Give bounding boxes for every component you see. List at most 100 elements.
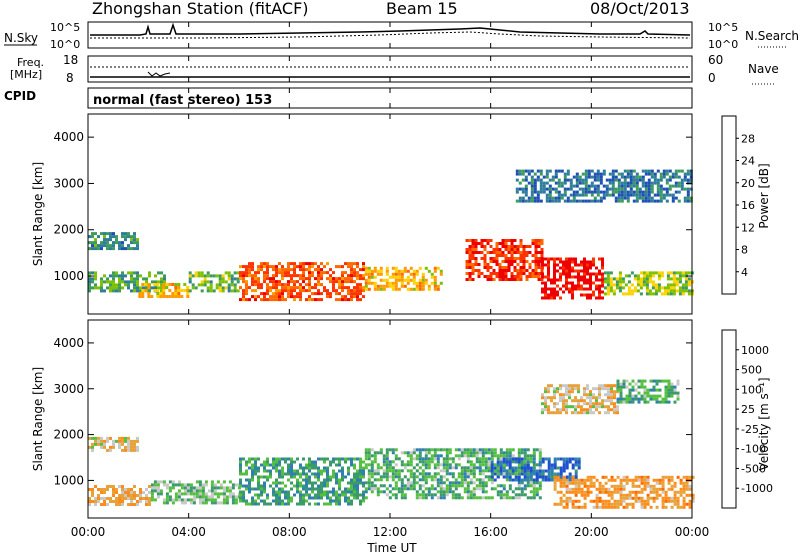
power-cell [596,193,600,197]
velocity-cell [565,481,569,485]
power-cell [468,257,472,260]
velocity-cell [466,454,470,458]
velocity-cell [568,457,572,461]
velocity-cell [317,484,320,488]
velocity-cell [448,481,452,485]
velocity-cell [439,496,443,500]
power-cell [115,271,118,275]
velocity-cell [189,483,193,487]
power-colorbar-label: Power [dB] [757,163,771,228]
velocity-cell [308,496,311,500]
velocity-cell [673,484,677,488]
velocity-cell [198,486,202,490]
power-cell [662,187,666,191]
power-cell [263,298,266,302]
velocity-cell [649,394,653,398]
power-cell [521,172,525,176]
power-cell [684,286,688,290]
velocity-cell [213,483,217,487]
power-cell [584,175,588,179]
velocity-cell [245,472,248,476]
power-cell [121,271,124,275]
power-cell [180,295,184,298]
velocity-cell [418,460,422,464]
power-cell [537,266,541,269]
power-cell [248,268,251,272]
velocity-cell [367,457,371,461]
velocity-cell [379,475,383,479]
power-cell [498,263,502,266]
power-cell [551,187,555,191]
power-cell [583,293,586,297]
power-cell [91,232,94,236]
power-cell [519,260,523,263]
power-cell [147,286,151,289]
power-cell [275,280,278,284]
power-cell [296,280,299,284]
power-cell [539,190,543,194]
power-cell [510,242,514,245]
velocity-cell [341,457,344,461]
velocity-cell [299,496,302,500]
velocity-cell [445,487,449,491]
power-cell [418,266,422,270]
velocity-cell [649,379,653,383]
velocity-cell [652,397,656,401]
velocity-cell [204,495,208,499]
power-cell [359,292,362,296]
velocity-cell [466,448,470,452]
power-cell [614,175,618,179]
power-cell [305,283,308,287]
power-cell [544,287,547,291]
velocity-cell [589,405,592,409]
power-cell [260,298,263,302]
power-cell [531,272,535,275]
power-cell [668,187,672,191]
power-cell [221,280,225,284]
velocity-cell [502,466,506,470]
power-cell [266,286,269,290]
power-cell [632,184,636,188]
power-cell [635,190,639,194]
velocity-cell [430,487,434,491]
power-cell [630,283,634,287]
velocity-cell [490,460,494,464]
velocity-cell [469,496,473,500]
velocity-cell [466,475,470,479]
power-cell [311,271,314,275]
velocity-cell [201,483,205,487]
power-cell [287,268,290,272]
power-cell [251,289,254,293]
velocity-cell [272,493,275,497]
power-cell [385,266,389,270]
power-cell [177,289,181,292]
power-cell [633,289,637,293]
velocity-cell [577,478,581,482]
velocity-cell [499,496,503,500]
power-cell [471,278,475,281]
velocity-cell [317,466,320,470]
velocity-cell [109,448,112,452]
velocity-cell [517,472,521,476]
velocity-cell [388,469,392,473]
power-cell [418,281,422,285]
power-cell [236,289,240,293]
cpid-label: CPID [4,89,36,103]
power-cell [350,292,353,296]
velocity-cell [370,466,374,470]
power-cell [341,277,344,281]
velocity-cell [359,457,362,461]
power-cell [329,295,332,299]
velocity-cell [661,496,665,500]
velocity-cell [302,496,305,500]
power-cell [545,193,549,197]
velocity-cell [601,384,604,388]
velocity-cell [604,502,608,506]
power-cell [654,289,658,293]
power-cell [686,196,690,200]
velocity-cell [335,499,338,503]
power-cell [534,269,538,272]
power-cell [648,277,652,281]
velocity-cell [673,502,677,506]
